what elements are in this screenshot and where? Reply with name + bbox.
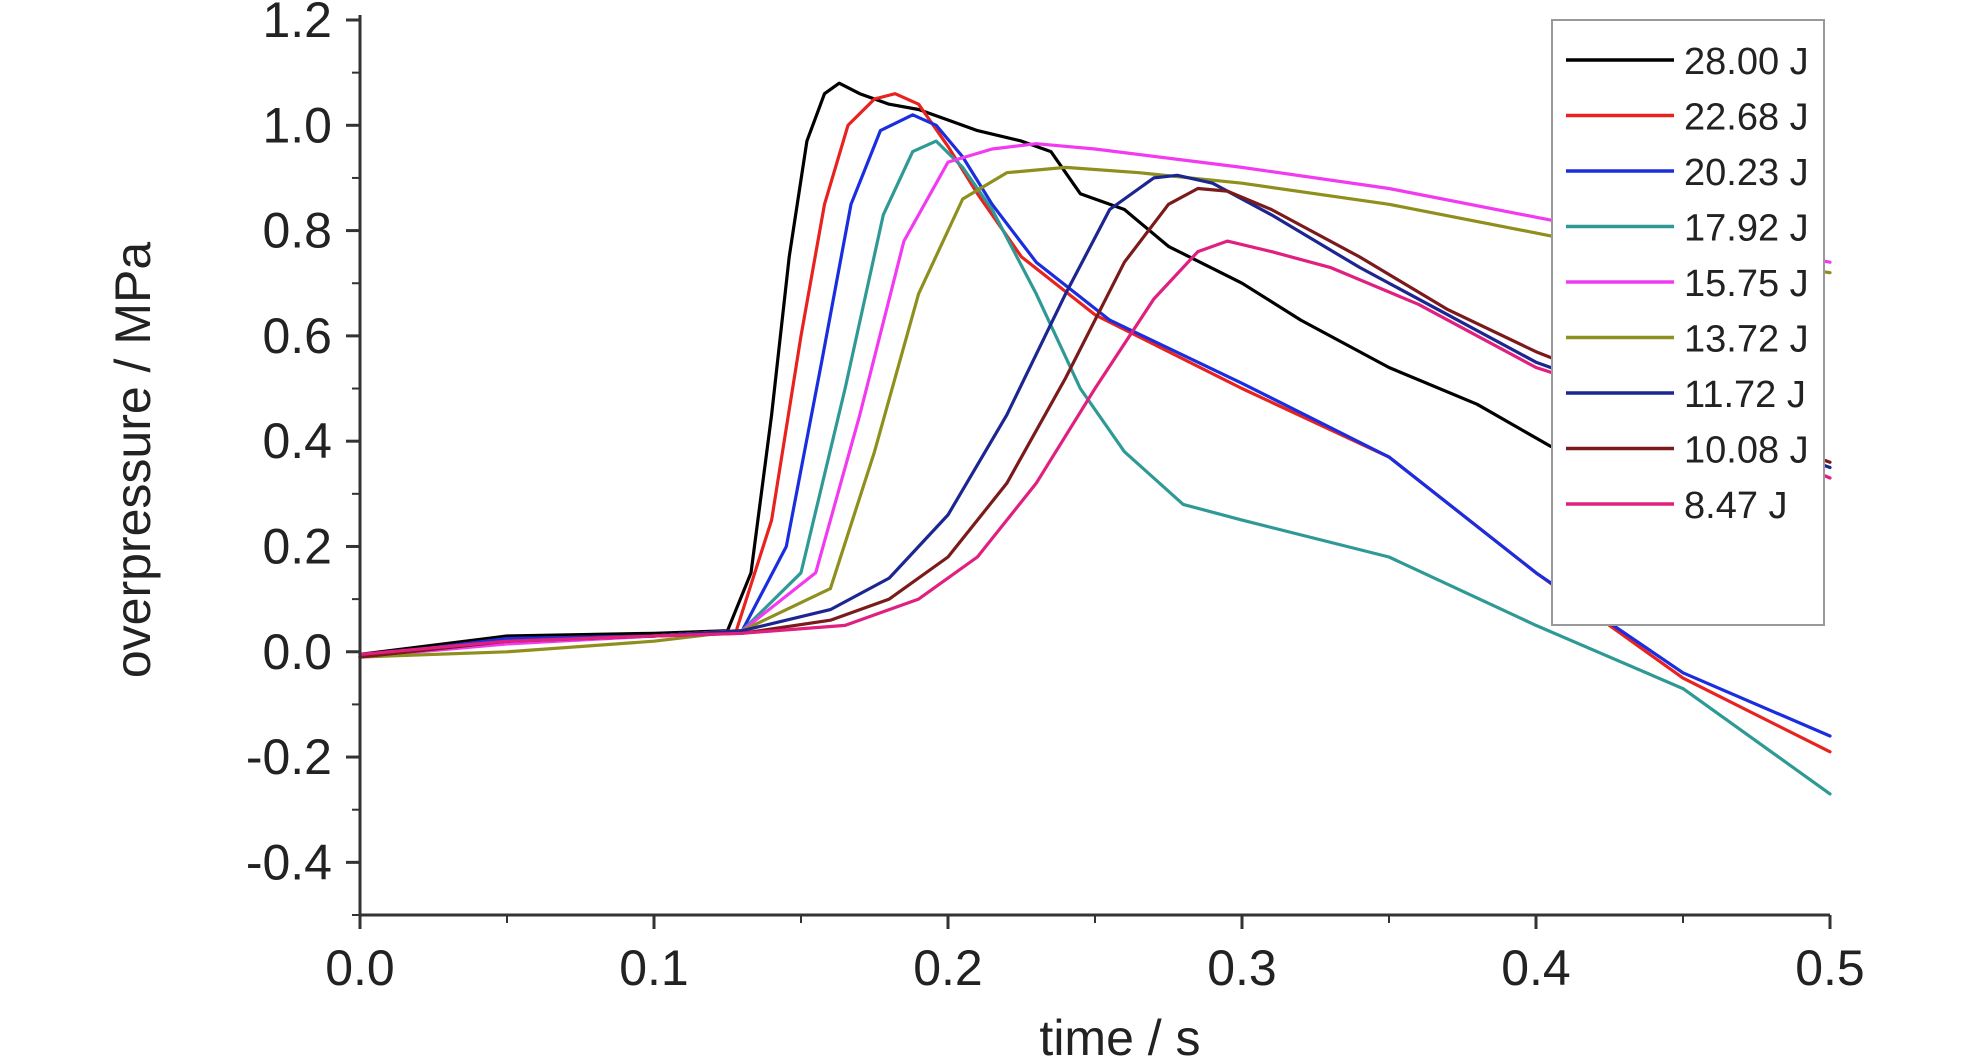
x-tick-label: 0.4 [1501, 940, 1571, 996]
legend-label: 11.72 J [1684, 374, 1806, 416]
legend-label: 20.23 J [1684, 152, 1809, 194]
series-layer [358, 81, 1832, 796]
legend-box [1551, 19, 1825, 626]
y-tick-label: 1.2 [262, 0, 332, 48]
y-tick-label: -0.2 [246, 729, 332, 785]
legend-label: 22.68 J [1684, 97, 1809, 139]
y-tick-label: 0.2 [262, 518, 332, 574]
axes-layer: 0.0 0.1 0.2 0.3 0.4 0.5 -0.4 -0.2 0.0 0.2 0.4 0.6 0.… [246, 0, 1865, 996]
series-line-1 [358, 81, 1553, 656]
y-tick-label: -0.4 [246, 834, 332, 890]
y-tick-label: 0.6 [262, 308, 332, 364]
y-tick-label: 0.0 [262, 624, 332, 680]
y-tick-label: 0.8 [262, 203, 332, 259]
series-line-9 [358, 239, 1832, 656]
x-tick-label: 0.1 [619, 940, 689, 996]
legend-label: 28.00 J [1684, 41, 1809, 83]
y-tick-label: 1.0 [262, 97, 332, 153]
y-axis-title: overpressure / MPa [105, 242, 161, 678]
legend-label: 13.72 J [1684, 319, 1809, 361]
legend-label: 15.75 J [1684, 263, 1809, 305]
x-tick-label: 0.0 [325, 940, 395, 996]
y-tick-label: 0.4 [262, 413, 332, 469]
x-tick-label: 0.5 [1795, 940, 1865, 996]
legend: 28.00 J 22.68 J 20.23 J 17.92 J 15.75 J 13.72… [1551, 19, 1825, 626]
legend-label: 17.92 J [1684, 208, 1809, 250]
legend-label: 8.47 J [1684, 485, 1788, 527]
x-tick-label: 0.3 [1207, 940, 1277, 996]
x-tick-label: 0.2 [913, 940, 983, 996]
series-line-7 [358, 173, 1832, 659]
legend-label: 10.08 J [1684, 430, 1809, 472]
x-axis-title: time / s [1039, 1010, 1200, 1063]
